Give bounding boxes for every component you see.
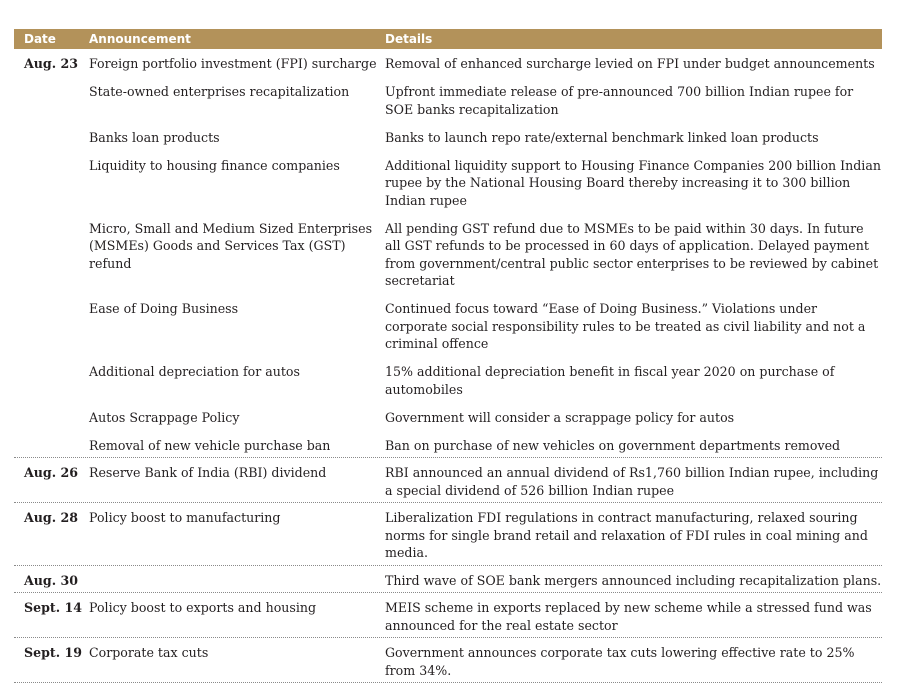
table-header: Date Announcement Details <box>14 29 882 49</box>
table-row: Sept. 19 Corporate tax cuts Government ann… <box>14 644 882 679</box>
date-cell: Aug. 28 <box>24 510 79 525</box>
date-cell <box>14 437 89 455</box>
details-cell: Third wave of SOE bank mergers announced… <box>385 572 882 588</box>
announcement-cell: Policy boost to manufacturing <box>89 510 281 525</box>
details-cell: MEIS scheme in exports replaced by new s… <box>385 600 872 633</box>
header-date: Date <box>24 32 56 46</box>
date-cell <box>14 300 89 353</box>
announcement-cell: Micro, Small and Medium Sized Enterprise… <box>89 220 373 271</box>
announcement-cell: Corporate tax cuts <box>89 645 209 660</box>
announcement-cell: Additional depreciation for autos <box>89 364 300 379</box>
announcement-cell: Liquidity to housing finance companies <box>89 157 340 173</box>
details-cell: Ban on purchase of new vehicles on gover… <box>385 437 841 453</box>
date-group: Sept. 19 Corporate tax cuts Government ann… <box>14 638 882 683</box>
table-row: State-owned enterprises recapitalization… <box>14 83 882 118</box>
date-cell <box>14 83 89 118</box>
table-row: Ease of Doing Business Continued focus to… <box>14 300 882 353</box>
date-cell <box>14 363 89 398</box>
table-row: Banks loan products Banks to launch repo … <box>14 129 882 147</box>
table-row: Sept. 14 Policy boost to exports and hous… <box>14 599 882 634</box>
announcement-cell: State-owned enterprises recapitalization <box>89 84 350 99</box>
table-row: Micro, Small and Medium Sized Enterprise… <box>14 220 882 290</box>
header-announcement: Announcement <box>89 32 191 46</box>
date-cell: Aug. 26 <box>24 465 79 480</box>
details-cell: Continued focus toward “Ease of Doing Bu… <box>385 301 866 351</box>
details-cell: Additional liquidity support to Housing … <box>385 157 881 208</box>
announcements-table: Date Announcement Details Aug. 23 Foreign… <box>14 29 882 683</box>
date-cell: Sept. 19 <box>24 645 83 660</box>
details-cell: Upfront immediate release of pre-announc… <box>385 84 854 117</box>
table-body: Aug. 23 Foreign portfolio investment (FPI… <box>14 49 882 683</box>
announcement-cell: Foreign portfolio investment (FPI) surch… <box>89 56 377 71</box>
table-row: Autos Scrappage Policy Government will co… <box>14 409 882 427</box>
details-cell: Removal of enhanced surcharge levied on … <box>385 56 875 71</box>
table-row: Liquidity to housing finance companies Ad… <box>14 157 882 210</box>
date-cell <box>14 157 89 210</box>
date-cell <box>14 409 89 427</box>
table-row: Aug. 26 Reserve Bank of India (RBI) divid… <box>14 464 882 499</box>
announcement-cell: Removal of new vehicle purchase ban <box>89 437 331 453</box>
table-row: Aug. 30 Third wave of SOE bank mergers an… <box>14 572 882 590</box>
details-cell: Banks to launch repo rate/external bench… <box>385 129 819 145</box>
table-row: Removal of new vehicle purchase ban Ban o… <box>14 437 882 455</box>
details-cell: 15% additional depreciation benefit in f… <box>385 364 835 397</box>
announcement-cell: Autos Scrappage Policy <box>89 409 240 425</box>
date-cell <box>14 129 89 147</box>
date-group: Aug. 30 Third wave of SOE bank mergers an… <box>14 566 882 593</box>
announcement-cell: Ease of Doing Business <box>89 301 239 316</box>
table-row: Additional depreciation for autos 15% add… <box>14 363 882 398</box>
announcement-cell: Banks loan products <box>89 129 220 145</box>
details-cell: Government will consider a scrappage pol… <box>385 409 735 425</box>
date-cell <box>14 220 89 290</box>
date-cell: Aug. 23 <box>24 56 79 71</box>
header-details: Details <box>385 32 433 46</box>
details-cell: Government announces corporate tax cuts … <box>385 645 855 678</box>
date-group: Sept. 14 Policy boost to exports and hous… <box>14 593 882 638</box>
table-row: Aug. 23 Foreign portfolio investment (FPI… <box>14 55 882 73</box>
details-cell: Liberalization FDI regulations in contra… <box>385 510 868 560</box>
announcement-cell <box>89 572 385 590</box>
announcement-cell: Policy boost to exports and housing <box>89 600 317 615</box>
table-row: Aug. 28 Policy boost to manufacturing Libe… <box>14 509 882 562</box>
date-group: Aug. 28 Policy boost to manufacturing Libe… <box>14 503 882 566</box>
date-group: Aug. 23 Foreign portfolio investment (FPI… <box>14 49 882 458</box>
date-cell: Aug. 30 <box>24 572 79 588</box>
details-cell: All pending GST refund due to MSMEs to b… <box>385 220 879 289</box>
announcement-cell: Reserve Bank of India (RBI) dividend <box>89 465 327 480</box>
details-cell: RBI announced an annual dividend of Rs1,… <box>385 465 879 498</box>
date-cell: Sept. 14 <box>24 600 83 615</box>
date-group: Aug. 26 Reserve Bank of India (RBI) divid… <box>14 458 882 503</box>
